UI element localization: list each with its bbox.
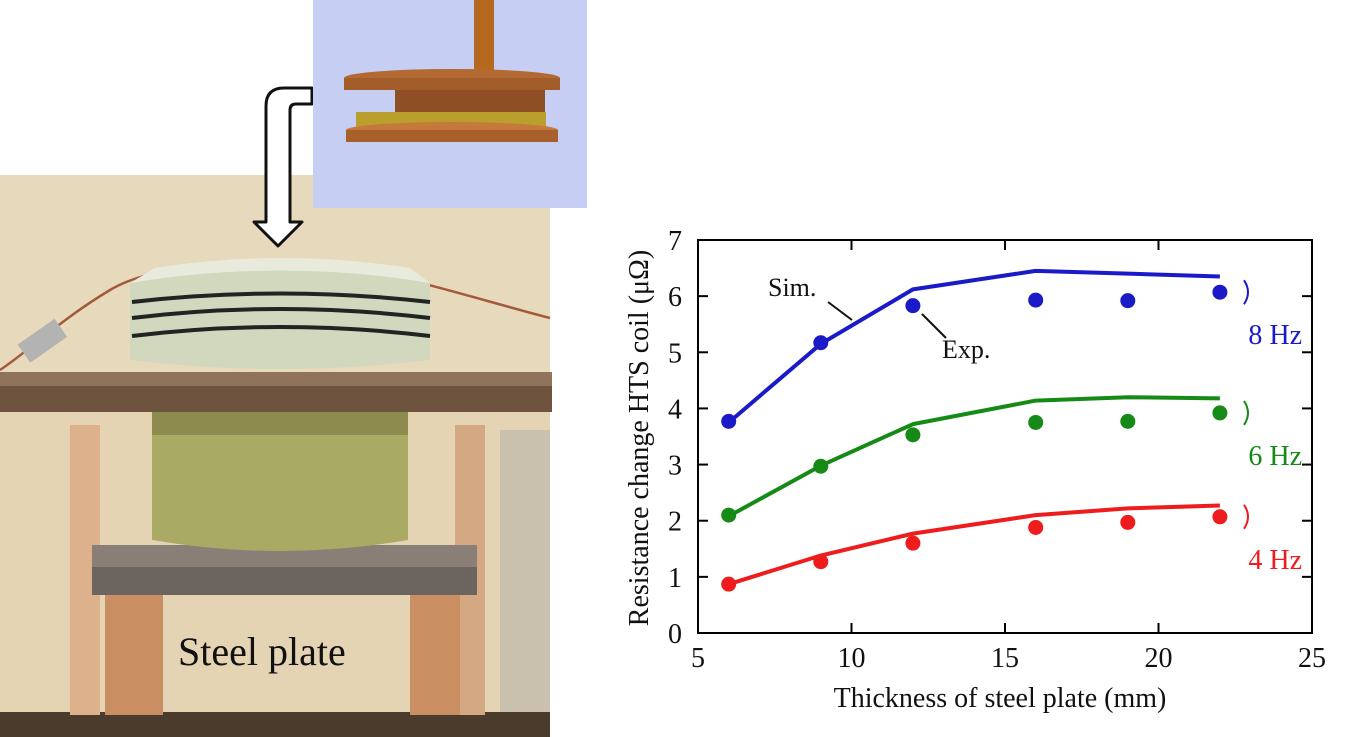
exp-point-8-hz: [905, 298, 921, 314]
y-tick-label: 5: [668, 338, 682, 369]
coil-top: [130, 258, 430, 283]
x-tick-label: 15: [991, 643, 1019, 674]
ticks-layer: 5 10 15 20 25 0 1 2 3 4 5 6 7: [668, 226, 1326, 674]
sim-line-8-hz: [727, 268, 1220, 424]
exp-point-8-hz: [721, 413, 737, 429]
series-label-8-hz: 8 Hz: [1248, 320, 1302, 351]
photo-label: Steel plate: [178, 629, 346, 674]
series-bracket-4-hz: [1243, 504, 1249, 530]
exp-point-6-hz: [813, 458, 829, 474]
y-tick-label: 0: [668, 619, 682, 650]
sim-line-4-hz: [728, 503, 1220, 587]
exp-point-4-hz: [1120, 514, 1136, 530]
exp-point-4-hz: [905, 535, 921, 551]
exp-point-8-hz: [1212, 284, 1228, 300]
connector: [17, 318, 68, 363]
y-tick-label: 4: [668, 394, 682, 425]
apparatus-photo: [0, 0, 587, 737]
inset-wire: [474, 0, 494, 70]
lower-leg-left: [105, 595, 163, 715]
series-labels: 8 Hz 6 Hz 4 Hz: [1243, 279, 1302, 576]
series-bracket-8-hz: [1243, 279, 1249, 305]
exp-point-4-hz: [721, 576, 737, 592]
inset-disk-top-side: [344, 78, 560, 90]
x-axis-label: Thickness of steel plate (mm): [834, 683, 1167, 714]
steel-plate-front: [92, 567, 477, 595]
steel-plate-top: [92, 545, 477, 567]
exp-point-8-hz: [813, 335, 829, 351]
inset-disk-bottom-side: [346, 130, 558, 142]
series-label-4-hz: 4 Hz: [1248, 545, 1302, 576]
coil-stripe-1: [131, 291, 431, 304]
exp-point-6-hz: [1028, 414, 1044, 430]
y-tick-label: 6: [668, 282, 682, 313]
coil-stripe-2: [131, 307, 431, 320]
exp-point-4-hz: [1212, 509, 1228, 525]
sim-leader-line: [827, 301, 853, 321]
sim-line-6-hz: [727, 395, 1220, 518]
inset-hts-tape: [356, 112, 546, 126]
exp-point-8-hz: [1120, 293, 1136, 309]
series-bracket-6-hz: [1243, 400, 1249, 426]
pot: [152, 405, 408, 551]
lower-leg-right: [410, 595, 460, 715]
exp-point-8-hz: [1028, 292, 1044, 308]
exp-point-6-hz: [1212, 405, 1228, 421]
board-top: [0, 372, 552, 386]
exp-point-6-hz: [905, 427, 921, 443]
y-tick-label: 1: [668, 563, 682, 594]
x-tick-label: 25: [1298, 643, 1326, 674]
x-tick-label: 10: [838, 643, 866, 674]
series-label-6-hz: 6 Hz: [1248, 441, 1302, 472]
exp-point-4-hz: [813, 554, 829, 570]
y-tick-label: 3: [668, 451, 682, 482]
board-front: [0, 386, 552, 412]
y-axis-label: Resistance change HTS coil (μΩ): [624, 250, 655, 626]
y-tick-label: 7: [668, 226, 682, 257]
exp-point-6-hz: [721, 507, 737, 523]
exp-point-4-hz: [1028, 519, 1044, 535]
arrow-icon: [252, 86, 314, 248]
coil-stripe-3: [131, 325, 431, 338]
exp-leader-line: [921, 313, 947, 339]
exp-point-6-hz: [1120, 413, 1136, 429]
y-tick-label: 2: [668, 507, 682, 538]
x-tick-label: 20: [1145, 643, 1173, 674]
sim-annotation: Sim.: [768, 273, 816, 302]
side-object: [500, 430, 550, 730]
exp-annotation: Exp.: [942, 335, 990, 364]
resistance-chart: 5 10 15 20 25 0 1 2 3 4 5 6 7 Thickness of steel pla…: [624, 226, 1326, 714]
plot-layer: [721, 268, 1228, 592]
x-tick-label: 5: [691, 643, 705, 674]
floor: [0, 712, 550, 737]
coil-housing: [130, 269, 430, 369]
